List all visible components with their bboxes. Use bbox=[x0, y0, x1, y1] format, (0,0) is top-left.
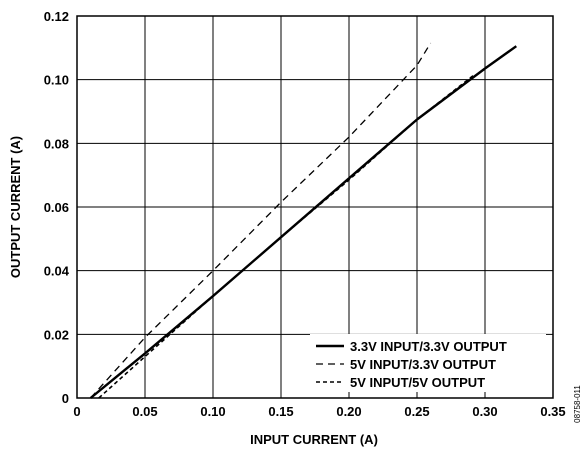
y-tick-label: 0.12 bbox=[44, 9, 69, 24]
x-tick-label: 0.30 bbox=[472, 404, 497, 419]
series-layer bbox=[89, 42, 517, 399]
x-tick-label: 0.15 bbox=[268, 404, 293, 419]
x-tick-label: 0.20 bbox=[336, 404, 361, 419]
x-tick-label: 0.25 bbox=[404, 404, 429, 419]
legend-label: 3.3V INPUT/3.3V OUTPUT bbox=[350, 339, 507, 354]
x-tick-label: 0 bbox=[73, 404, 80, 419]
y-tick-label: 0.04 bbox=[44, 264, 70, 279]
x-tick-label: 0.05 bbox=[132, 404, 157, 419]
y-tick-label: 0.10 bbox=[44, 73, 69, 88]
x-axis-label: INPUT CURRENT (A) bbox=[250, 432, 378, 447]
tick-labels: 0 0.05 0.10 0.15 0.20 0.25 0.30 0.35 0 0.02 0.04 0.… bbox=[44, 9, 566, 419]
y-tick-label: 0.08 bbox=[44, 136, 69, 151]
x-tick-label: 0.35 bbox=[540, 404, 565, 419]
y-tick-label: 0.02 bbox=[44, 327, 69, 342]
legend: 3.3V INPUT/3.3V OUTPUT 5V INPUT/3.3V OUTP… bbox=[310, 334, 546, 392]
x-tick-label: 0.10 bbox=[200, 404, 225, 419]
y-tick-label: 0.06 bbox=[44, 200, 69, 215]
legend-box bbox=[310, 334, 546, 392]
y-axis-label: OUTPUT CURRENT (A) bbox=[8, 136, 23, 278]
figure-id: 08758-011 bbox=[573, 385, 582, 423]
legend-label: 5V INPUT/5V OUTPUT bbox=[350, 375, 485, 390]
series-line-3 bbox=[98, 74, 475, 399]
plot-frame bbox=[76, 15, 554, 399]
y-tick-label: 0 bbox=[62, 391, 69, 406]
legend-label: 5V INPUT/3.3V OUTPUT bbox=[350, 357, 496, 372]
